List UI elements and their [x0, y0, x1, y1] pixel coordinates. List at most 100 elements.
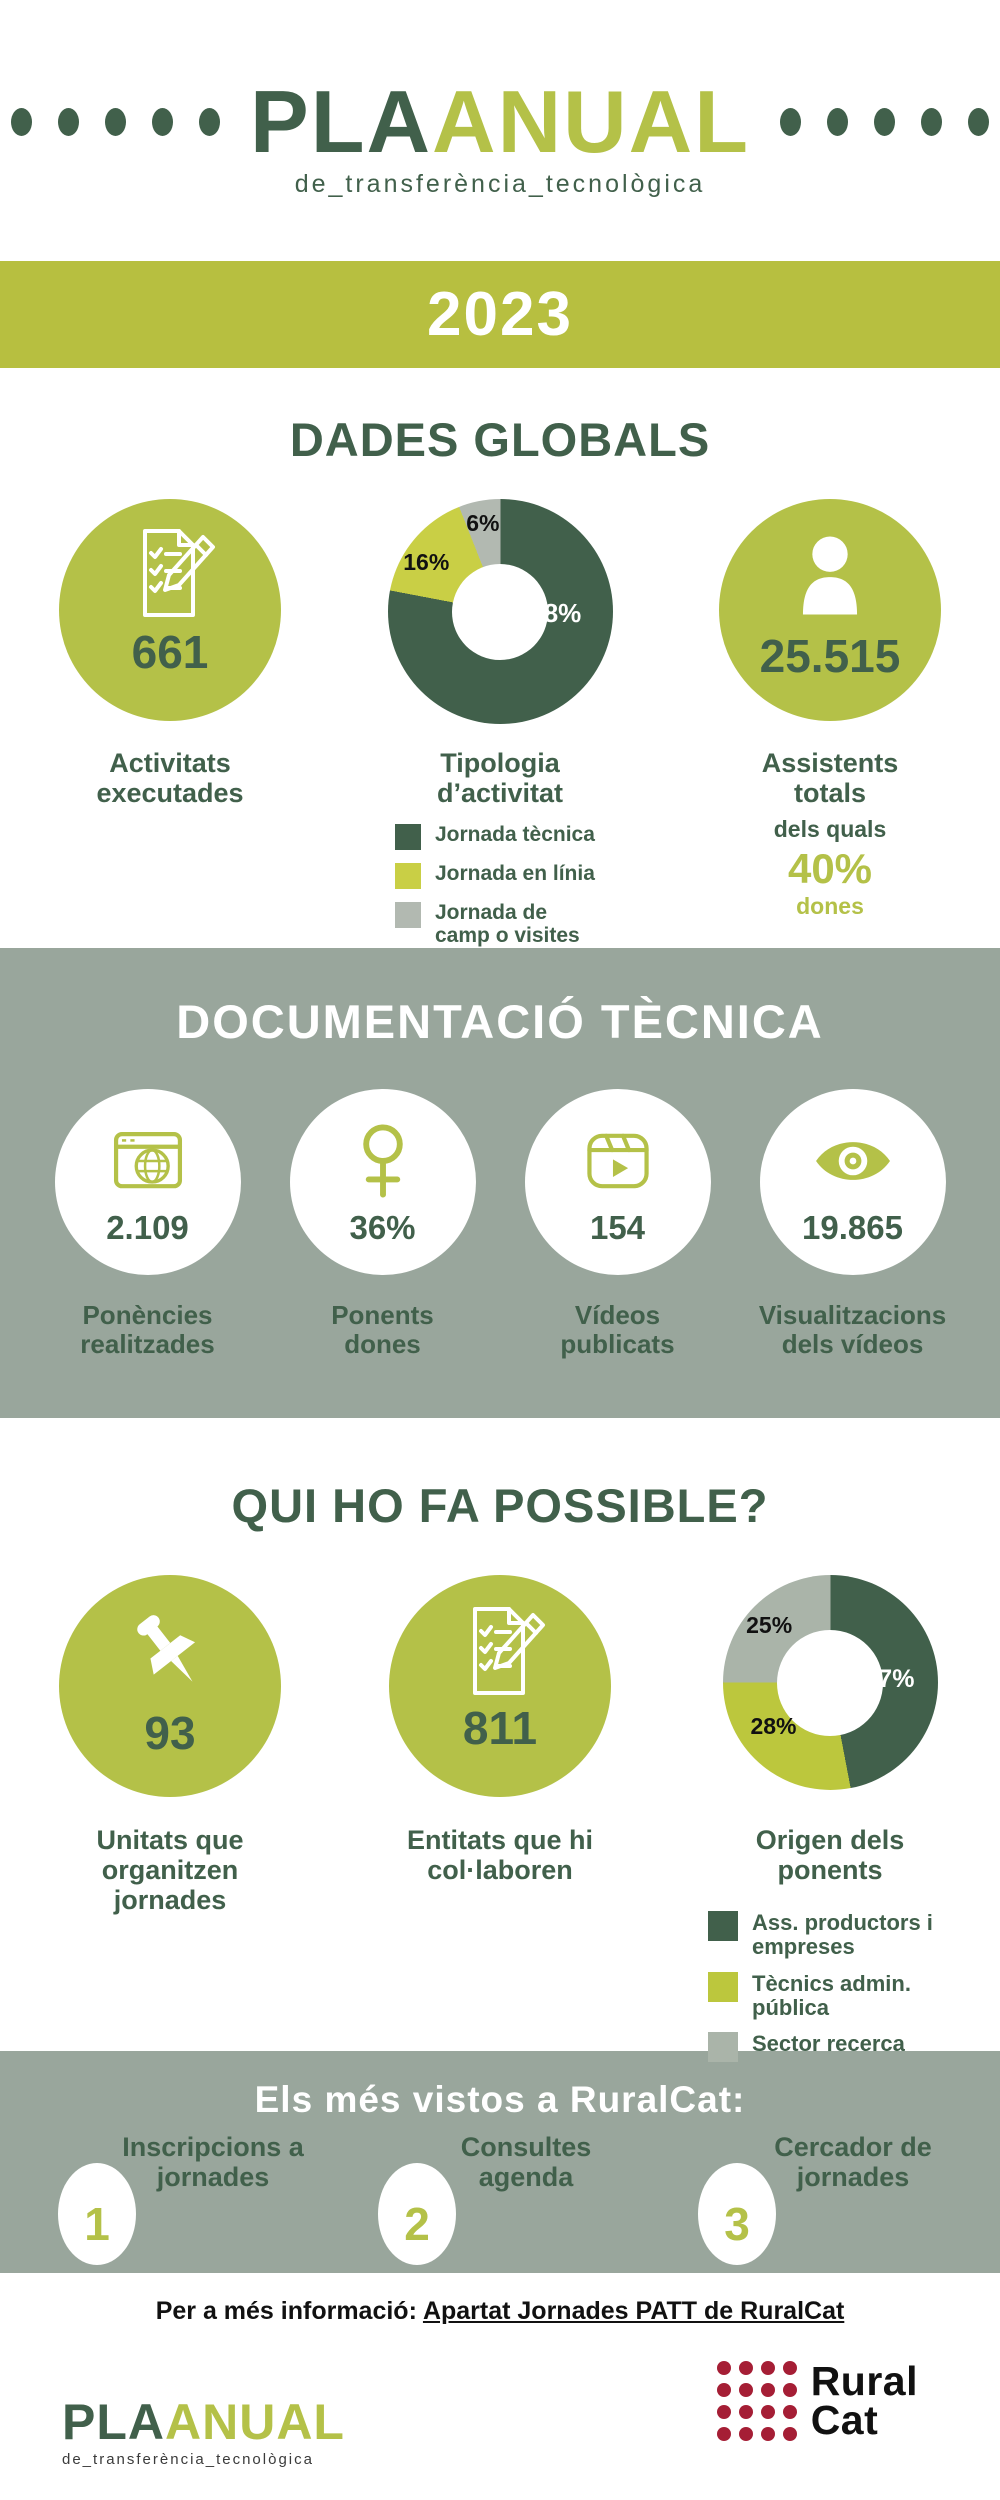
section-title-documentacio: DOCUMENTACIÓ TÈCNICA: [176, 995, 824, 1048]
footer-section: Per a més informació: Apartat Jornades P…: [0, 2297, 1000, 2500]
legend-swatch-olive: [395, 863, 421, 890]
origen-donut-chart: 47% 28% 25%: [722, 1575, 938, 1790]
documentacio-labels-row: Ponències realitzades Ponents dones Víde…: [0, 1300, 1000, 1360]
person-icon: [802, 536, 858, 615]
tipologia-label-col: Tipologia d’activitat Jornada tècnica Jo…: [335, 748, 665, 948]
unitats-stat-circle: 93: [59, 1575, 281, 1797]
activitats-stat-circle: 661: [59, 499, 281, 721]
legend-item: Jornada de camp o visites: [395, 902, 605, 947]
rank-circle: 1: [58, 2163, 136, 2265]
pushpin-icon: [136, 1615, 195, 1682]
section-title-qui: QUI HO FA POSSIBLE?: [231, 1479, 769, 1532]
legend-label: Sector recerca: [752, 2031, 905, 2057]
donut-hole: [777, 1629, 883, 1736]
stat-value: 154: [589, 1209, 646, 1246]
stat-label: Ponències realitzades: [80, 1300, 215, 1360]
ruralcat-line1: Rural: [810, 2358, 918, 2405]
legend-item: Ass. productors i empreses: [708, 1911, 952, 1959]
qui-section: QUI HO FA POSSIBLE? 93: [0, 1418, 1000, 2063]
video-icon: [586, 1133, 649, 1189]
checklist-pencil-icon: [143, 529, 215, 617]
qui-circles-row: 93 Unitats que organitzen jornades: [0, 1575, 1000, 2063]
visualitzacions-column: 19.865: [735, 1089, 970, 1275]
ponencies-circle: 2.109: [54, 1089, 241, 1275]
stat-label: Vídeos publicats: [560, 1300, 675, 1360]
ruralcat-dots-icon: [716, 2361, 797, 2441]
dot-icon: [873, 108, 895, 136]
tipologia-legend: Jornada tècnica Jornada en línia Jornada…: [395, 824, 605, 947]
vistos-label: Consultes agenda: [460, 2132, 592, 2192]
ponencies-column: 2.109: [30, 1089, 265, 1275]
logo-subtitle: de_transferència_tecnològica: [294, 170, 706, 198]
legend-swatch-dark-green: [708, 1911, 738, 1942]
stat-value: 811: [462, 1702, 538, 1754]
tipologia-column: 78% 16% 6%: [335, 499, 665, 724]
legend-swatch-gray: [395, 902, 421, 929]
ponents-column: 36%: [265, 1089, 500, 1275]
legend-swatch-olive: [708, 1971, 738, 2002]
right-dots-ornament: [779, 108, 989, 136]
rank-circle: 3: [698, 2163, 776, 2265]
legend-item: Jornada en línia: [395, 862, 605, 890]
stat-label: Unitats que organitzen jornades: [96, 1825, 244, 1916]
left-dots-ornament: [11, 108, 221, 136]
vistos-title: Els més vistos a RuralCat:: [254, 2079, 746, 2120]
stat-value: 93: [144, 1707, 196, 1759]
entitats-stat-circle: 811: [389, 1575, 611, 1797]
vistos-item-2: 2 Consultes agenda: [350, 2127, 650, 2277]
stat-value: 19.865: [802, 1209, 903, 1246]
year-banner: 2023: [0, 261, 1000, 368]
wordmark-pla: PLA: [62, 2394, 165, 2450]
dot-icon: [58, 108, 80, 136]
logo-row: PLAANUAL: [0, 0, 1000, 166]
stat-value: 661: [131, 626, 209, 678]
pla-anual-footer-logo: PLAANUAL de_transferència_tecnològica: [62, 2397, 345, 2468]
tipologia-donut-chart: 78% 16% 6%: [387, 499, 613, 724]
rank-number: 2: [404, 2198, 430, 2250]
header-section: PLAANUAL de_transferència_tecnològica: [0, 0, 1000, 261]
legend-label: Jornada tècnica: [435, 823, 595, 847]
donut-label-47: 47%: [864, 1665, 915, 1694]
jornades-patt-link[interactable]: Apartat Jornades PATT de RuralCat: [422, 2297, 845, 2325]
documentacio-section: DOCUMENTACIÓ TÈCNICA: [0, 948, 1000, 1418]
ponents-label-col: Ponents dones: [265, 1300, 500, 1359]
legend-swatch-gray: [708, 2032, 738, 2063]
ruralcat-wordmark: Rural Cat: [810, 2358, 918, 2443]
vistos-item-3: 3 Cercador de jornades: [670, 2127, 970, 2277]
dones-percentage: 40%: [787, 845, 873, 893]
dot-icon: [920, 108, 942, 136]
activitats-column: 661: [5, 499, 335, 724]
entitats-circle-area: 811: [389, 1575, 611, 1825]
ponencies-label-col: Ponències realitzades: [30, 1300, 265, 1360]
donut-label-16: 16%: [403, 548, 450, 575]
donut-label-25: 25%: [746, 1611, 793, 1638]
legend-item: Tècnics admin. pública: [708, 1972, 952, 2020]
section-title-dades: DADES GLOBALS: [289, 413, 711, 466]
dot-icon: [199, 108, 221, 136]
dot-icon: [105, 108, 127, 136]
legend-label: Jornada en línia: [435, 862, 595, 886]
ponents-circle: 36%: [289, 1089, 476, 1275]
donut-label-78: 78%: [529, 598, 582, 628]
vistos-item-1: 1 Inscripcions a jornades: [30, 2127, 330, 2277]
sub-text: dones: [796, 893, 864, 920]
sub-text: dels quals: [773, 816, 887, 843]
year-text: 2023: [427, 280, 573, 349]
activitats-label-col: Activitats executades: [5, 748, 335, 948]
dot-icon: [152, 108, 174, 136]
stat-label: Activitats executades: [96, 748, 244, 809]
stat-value: 2.109: [106, 1209, 189, 1246]
videos-circle: 154: [524, 1089, 711, 1275]
wordmark-anual: ANUAL: [165, 2394, 345, 2450]
vistos-label: Inscripcions a jornades: [122, 2132, 304, 2192]
assistents-label-col: Assistents totals dels quals 40% dones: [665, 748, 995, 948]
stat-label: Visualitzacions dels vídeos: [758, 1300, 947, 1360]
dades-globals-section: DADES GLOBALS 6: [0, 368, 1000, 948]
videos-label-col: Vídeos publicats: [500, 1300, 735, 1360]
info-line: Per a més informació: Apartat Jornades P…: [0, 2297, 1000, 2326]
legend-label: Ass. productors i empreses: [752, 1910, 933, 1960]
dot-icon: [11, 108, 33, 136]
ruralcat-line2: Cat: [810, 2397, 879, 2443]
origen-circle-area: 47% 28% 25%: [722, 1575, 938, 1825]
